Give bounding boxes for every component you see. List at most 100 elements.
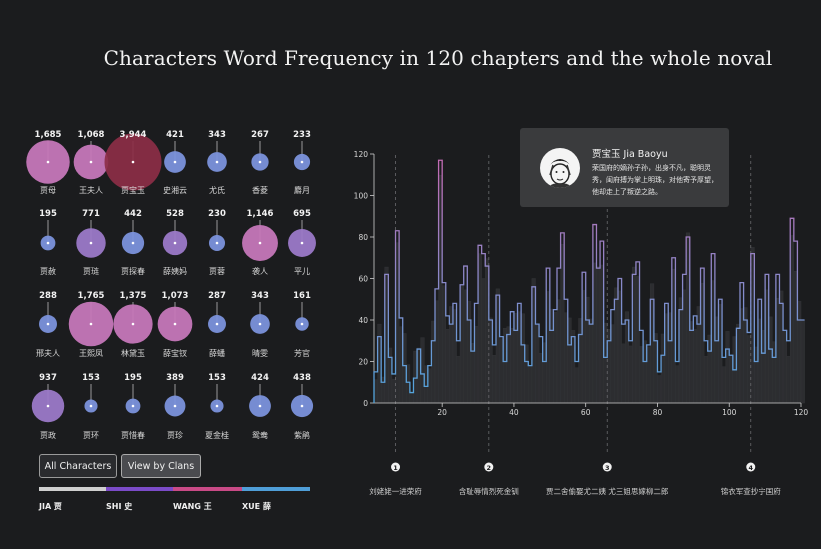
background-bar — [721, 366, 726, 404]
background-bar — [510, 328, 515, 404]
character-count-label: 267 — [251, 130, 269, 140]
x-tick-label: 20 — [437, 408, 447, 417]
bubble-center-dot — [131, 322, 135, 326]
bubble-center-dot — [300, 241, 304, 245]
character-count-label: 195 — [124, 373, 142, 383]
clan-label: XUE 薛 — [242, 502, 271, 511]
character-name-label: 紫鹃 — [294, 430, 310, 440]
character-count-label: 343 — [208, 130, 226, 140]
background-bar — [725, 331, 730, 404]
character-name-label: 薛宝钗 — [163, 348, 187, 358]
y-tick-label: 60 — [358, 275, 368, 284]
clan-color-bar — [173, 487, 242, 491]
bubble-center-dot — [258, 322, 262, 326]
character-count-label: 528 — [166, 209, 184, 219]
character-count-label: 389 — [166, 373, 184, 383]
event-marker-circle — [484, 462, 494, 472]
view-by-clans-button[interactable]: View by Clans — [121, 454, 201, 478]
character-count-label: 161 — [293, 291, 311, 301]
bubble-center-dot — [173, 241, 177, 245]
y-tick-label: 80 — [358, 233, 368, 242]
background-bar — [481, 278, 486, 404]
event-marker-circle — [391, 462, 401, 472]
background-bar — [445, 329, 450, 404]
all-characters-button[interactable]: All Characters — [39, 454, 117, 478]
event-marker-label: 刘姥姥一进荣府 — [369, 486, 422, 496]
background-bar — [621, 343, 626, 404]
character-count-label: 153 — [208, 373, 226, 383]
tooltip-character-name: 贾宝玉 Jia Baoyu — [592, 149, 668, 160]
character-name-label: 贾赦 — [40, 266, 56, 276]
character-bubble-grid: 1,685 贾母 1,068 王夫人 3,944 贾宝玉 421 史湘云 343 尤氏 267 香菱 2… — [26, 130, 316, 440]
background-bar — [746, 335, 752, 404]
bubble-center-dot — [131, 160, 135, 164]
y-tick-label: 0 — [363, 399, 368, 408]
x-tick-label: 60 — [581, 408, 591, 417]
background-bar — [470, 343, 475, 404]
character-name-label: 晴雯 — [252, 348, 268, 358]
background-bar — [456, 356, 461, 404]
character-count-label: 3,944 — [120, 130, 147, 140]
bubble-center-dot — [258, 160, 262, 164]
character-name-label: 王熙凤 — [79, 349, 103, 358]
background-bar — [657, 375, 662, 404]
bubble-center-dot — [215, 404, 219, 408]
background-bar — [492, 355, 497, 404]
event-marker-label: 贾二舍偷娶尤二姨 尤三姐思嫁柳二郎 — [546, 486, 668, 496]
event-marker-circle — [602, 462, 612, 472]
bubble-center-dot — [258, 404, 262, 408]
character-name-label: 贾琏 — [83, 266, 99, 276]
event-marker-label: 含耻辱情烈死金钏 — [459, 486, 519, 496]
character-count-label: 421 — [166, 130, 184, 140]
character-frequency-line — [373, 159, 805, 403]
character-count-label: 1,146 — [247, 209, 274, 219]
character-name-label: 夏金桂 — [205, 430, 229, 440]
character-name-label: 贾珍 — [167, 430, 183, 440]
character-name-label: 贾政 — [40, 430, 56, 440]
character-count-label: 288 — [39, 291, 57, 301]
bubble-center-dot — [300, 160, 304, 164]
page-title: Characters Word Frequency in 120 chapter… — [103, 46, 773, 70]
bubble-center-dot — [89, 404, 93, 408]
background-bar — [800, 319, 805, 404]
background-bar — [693, 329, 698, 404]
background-bar — [574, 367, 579, 404]
background-bar — [786, 356, 791, 404]
character-name-label: 贾探春 — [121, 266, 145, 276]
character-count-label: 195 — [39, 209, 57, 219]
bubble-center-dot — [215, 322, 219, 326]
character-name-label: 贾蓉 — [209, 266, 225, 276]
character-name-label: 史湘云 — [163, 185, 187, 195]
bubble-center-dot — [300, 404, 304, 408]
background-bar — [391, 378, 396, 404]
bubble-center-dot — [173, 160, 177, 164]
character-count-label: 695 — [293, 209, 311, 219]
character-name-label: 袭人 — [252, 266, 268, 276]
bubble-center-dot — [46, 404, 50, 408]
character-count-label: 230 — [208, 209, 226, 219]
character-name-label: 芳官 — [294, 348, 310, 358]
bubble-center-dot — [215, 160, 219, 164]
bubble-center-dot — [89, 160, 93, 164]
clan-color-bar — [242, 487, 310, 491]
character-name-label: 贾母 — [40, 186, 56, 195]
bubble-center-dot — [173, 404, 177, 408]
character-count-label: 1,685 — [35, 130, 62, 140]
y-tick-label: 40 — [358, 316, 368, 325]
character-count-label: 233 — [293, 130, 311, 140]
y-tick-label: 120 — [354, 150, 369, 159]
character-count-label: 1,068 — [78, 130, 105, 140]
x-tick-label: 40 — [509, 408, 519, 417]
background-bar — [556, 299, 561, 404]
character-count-label: 343 — [251, 291, 269, 301]
character-count-label: 1,375 — [120, 291, 147, 301]
character-name-label: 贾环 — [83, 431, 99, 440]
bubble-center-dot — [300, 322, 304, 326]
background-bar — [689, 321, 694, 404]
character-count-label: 287 — [208, 291, 226, 301]
event-marker-number: 1 — [393, 464, 398, 472]
character-count-label: 153 — [82, 373, 100, 383]
clan-color-bar — [106, 487, 173, 491]
character-name-label: 林黛玉 — [121, 348, 145, 358]
character-count-label: 937 — [39, 373, 57, 383]
